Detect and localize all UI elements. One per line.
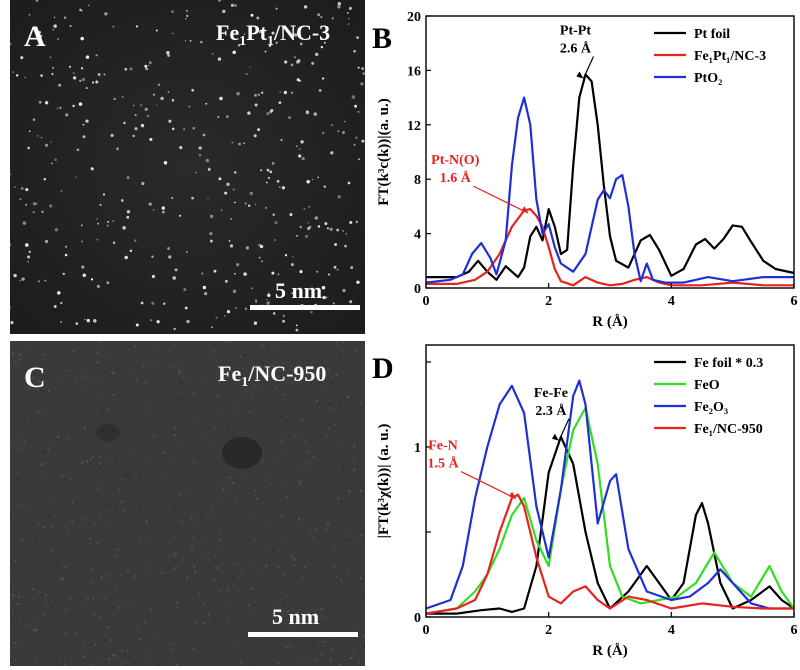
chart-b-xtick-label: 4	[668, 294, 675, 309]
chart-d-annotation-value: 2.3 Å	[535, 403, 567, 419]
chart-d-annotation-arrowhead	[509, 491, 516, 499]
chart-b-ytick-label: 4	[414, 228, 421, 243]
chart-d-annotation-arrowhead	[551, 433, 559, 441]
scale-bar-label-a: 5 nm	[275, 278, 322, 303]
chart-b-annotation-arrowhead	[576, 71, 584, 79]
chart-b-ytick-label: 16	[407, 64, 421, 79]
chart-d-series-0-line	[426, 435, 795, 615]
panel-letter-d: D	[372, 352, 394, 385]
chart-d-xlabel: R (Å)	[592, 643, 627, 659]
chart-d-legend-label: Fe foil * 0.3	[694, 356, 763, 371]
chart-d-legend-label: Fe₁/NC-950	[694, 422, 763, 437]
chart-b-ytick-label: 8	[414, 173, 421, 188]
chart-b-annotation-arrow	[582, 56, 595, 79]
chart-d-ytick-label: 1	[414, 441, 421, 456]
chart-b-annotation-value: 1.6 Å	[440, 170, 472, 186]
chart-b-series-1-line	[426, 208, 794, 287]
chart-d-annotation-arrow	[558, 418, 570, 442]
chart-d-xtick-label: 6	[791, 623, 798, 638]
chart-b-legend-label: PtO₂	[694, 71, 722, 86]
chart-b-annotation-arrow	[473, 185, 529, 214]
chart-d-xtick-label: 4	[668, 623, 675, 638]
chart-d-annotation-value: 1.5 Å	[427, 456, 459, 472]
scale-bar-label-c: 5 nm	[272, 604, 319, 629]
chart-b-xtick-label: 0	[423, 294, 430, 309]
chart-b-ylabel: FT(k³c(k))|(a. u.)	[376, 98, 392, 205]
chart-b-ytick-label: 20	[407, 10, 421, 25]
chart-b-legend-label: Fe₁Pt₁/NC-3	[694, 49, 766, 64]
chart-b-xlabel: R (Å)	[592, 314, 627, 330]
panel-letter-b: B	[372, 22, 392, 55]
stem-image-a-canvas: A Fe1Pt1/NC-3 5 nm	[10, 0, 365, 334]
chart-d-series-2-line	[425, 379, 794, 610]
chart-d-annotation-label: Fe-Fe	[534, 386, 568, 401]
stem-image-c: C Fe1/NC-950 5 nm	[10, 341, 365, 666]
chart-d-legend-label: FeO	[694, 378, 720, 393]
chart-b-legend-label: Pt foil	[694, 27, 730, 42]
chart-d-series-1-line	[425, 406, 795, 615]
panel-c-label: Fe1/NC-950	[218, 361, 326, 390]
scale-bar-c	[248, 632, 358, 637]
chart-b-annotation-value: 2.6 Å	[560, 40, 592, 56]
chart-b-xtick-label: 6	[791, 294, 798, 309]
panel-letter-a: A	[24, 20, 46, 53]
chart-b-annotation-label: Pt-Pt	[560, 23, 591, 38]
chart-d-xtick-label: 2	[545, 623, 552, 638]
chart-b-series-0-line	[426, 73, 795, 281]
chart-b-annotation-arrowhead	[521, 206, 529, 214]
chart-b-annotation-label: Pt-N(O)	[431, 153, 480, 168]
chart-b-xtick-label: 2	[545, 294, 552, 309]
panel-a-label: Fe1Pt1/NC-3	[216, 20, 330, 49]
chart-b-ytick-label: 0	[414, 282, 421, 297]
chart-d-xtick-label: 0	[423, 623, 430, 638]
chart-b-plot-frame	[425, 15, 795, 289]
chart-d-ytick-label: 0	[414, 611, 421, 626]
chart-d-legend-label: Fe₂O₃	[694, 400, 728, 415]
stem-image-a: A Fe1Pt1/NC-3 5 nm	[10, 0, 365, 334]
chart-d-series-3-line	[425, 493, 794, 615]
chart-d-annotation-label: Fe-N	[428, 439, 458, 454]
scale-bar-a	[250, 305, 360, 310]
chart-b-series-2-line	[425, 96, 794, 284]
stem-image-c-canvas: C Fe1/NC-950 5 nm	[10, 341, 365, 666]
chart-d-annotation-arrow	[460, 471, 517, 500]
panel-letter-c: C	[24, 361, 46, 394]
chart-d-plot-frame	[425, 344, 795, 618]
chart-d-ylabel: |FT(k³χ(k))| (a. u.)	[376, 424, 392, 539]
chart-b-ytick-label: 12	[407, 119, 421, 134]
